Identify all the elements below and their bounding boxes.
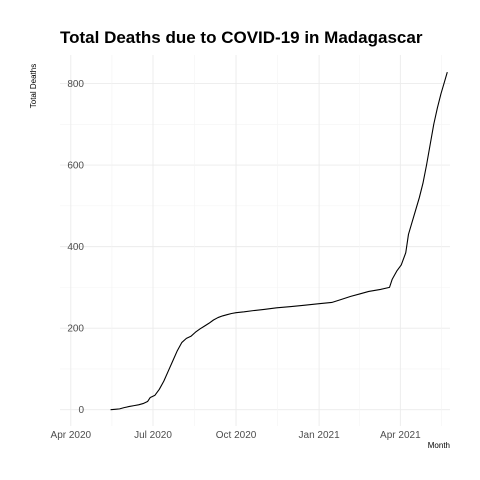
x-axis-title: Month bbox=[428, 441, 450, 450]
y-tick-label: 600 bbox=[67, 161, 84, 172]
y-tick-label: 200 bbox=[67, 324, 84, 335]
grid bbox=[60, 55, 450, 426]
x-tick-label: Oct 2020 bbox=[216, 430, 257, 441]
x-tick-label: Jul 2020 bbox=[134, 430, 172, 441]
y-tick-label: 800 bbox=[67, 79, 84, 90]
y-tick-label: 400 bbox=[67, 242, 84, 253]
y-axis-title: Total Deaths bbox=[29, 64, 38, 108]
x-axis-ticks: Apr 2020 Jul 2020 Oct 2020 Jan 2021 Apr 2021 bbox=[51, 430, 422, 441]
y-axis-ticks: 0 200 400 600 800 bbox=[67, 79, 84, 416]
x-tick-label: Apr 2020 bbox=[51, 430, 92, 441]
x-tick-label: Jan 2021 bbox=[299, 430, 341, 441]
x-tick-label: Apr 2021 bbox=[380, 430, 421, 441]
series-line-total-deaths bbox=[110, 71, 448, 411]
y-tick-label: 0 bbox=[78, 405, 84, 416]
chart-title: Total Deaths due to COVID-19 in Madagasc… bbox=[60, 28, 423, 47]
